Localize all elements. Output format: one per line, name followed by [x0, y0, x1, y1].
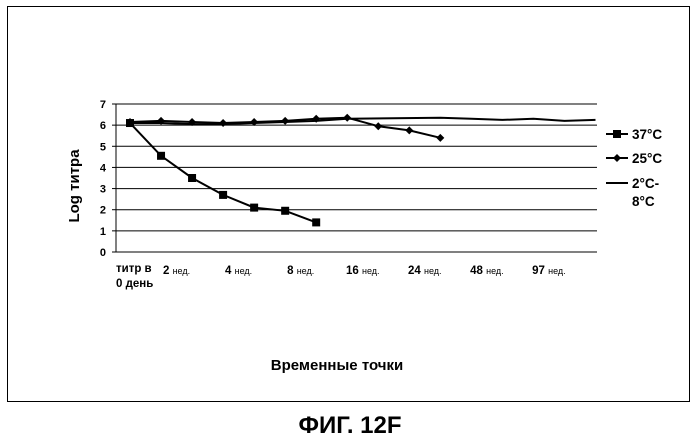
- legend-label: 37°C: [632, 127, 662, 142]
- figure-caption: ФИГ. 12F: [0, 412, 700, 440]
- legend-marker-diamond: [613, 154, 621, 162]
- legend-marker-square: [613, 130, 621, 138]
- x-tick-label: 24 нед.: [408, 265, 442, 277]
- y-tick-label: 1: [100, 226, 106, 238]
- x-tick-label: 48 нед.: [470, 265, 504, 277]
- x-tick-label: 2 нед.: [163, 265, 190, 277]
- series-line-2: [130, 118, 596, 124]
- data-point-diamond: [436, 134, 444, 142]
- titer-chart: 0 1 2 3 4 5 6 7 титр в 0 день 2 нед. 4 нед. 8 нед. 16…: [0, 0, 700, 405]
- legend-label: 2°C-: [632, 176, 659, 191]
- x-tick-label: 97 нед.: [532, 265, 566, 277]
- y-tick-label: 0: [100, 247, 106, 259]
- data-point-square: [188, 174, 196, 182]
- y-tick-label: 3: [100, 184, 106, 196]
- data-point-diamond: [343, 114, 351, 122]
- x-tick-label: 4 нед.: [225, 265, 252, 277]
- x-tick-label: 8 нед.: [287, 265, 314, 277]
- x-tick-label: 0 день: [116, 278, 153, 290]
- legend-label: 25°C: [632, 151, 662, 166]
- data-point-square: [312, 218, 320, 226]
- data-point-diamond: [405, 126, 413, 134]
- x-tick-label: титр в: [116, 263, 152, 275]
- data-point-square: [157, 152, 165, 160]
- x-axis-title: Временные точки: [271, 357, 403, 374]
- data-point-square: [219, 191, 227, 199]
- y-tick-label: 7: [100, 99, 106, 111]
- y-axis-title: Log титра: [66, 149, 83, 223]
- legend-label: 8°C: [632, 194, 655, 209]
- y-tick-label: 6: [100, 120, 106, 132]
- data-point-square: [250, 204, 258, 212]
- x-tick-label: 16 нед.: [346, 265, 380, 277]
- y-tick-label: 4: [100, 162, 107, 174]
- y-tick-label: 2: [100, 205, 106, 217]
- y-tick-label: 5: [100, 141, 106, 153]
- data-point-square: [281, 207, 289, 215]
- data-point-diamond: [374, 122, 382, 130]
